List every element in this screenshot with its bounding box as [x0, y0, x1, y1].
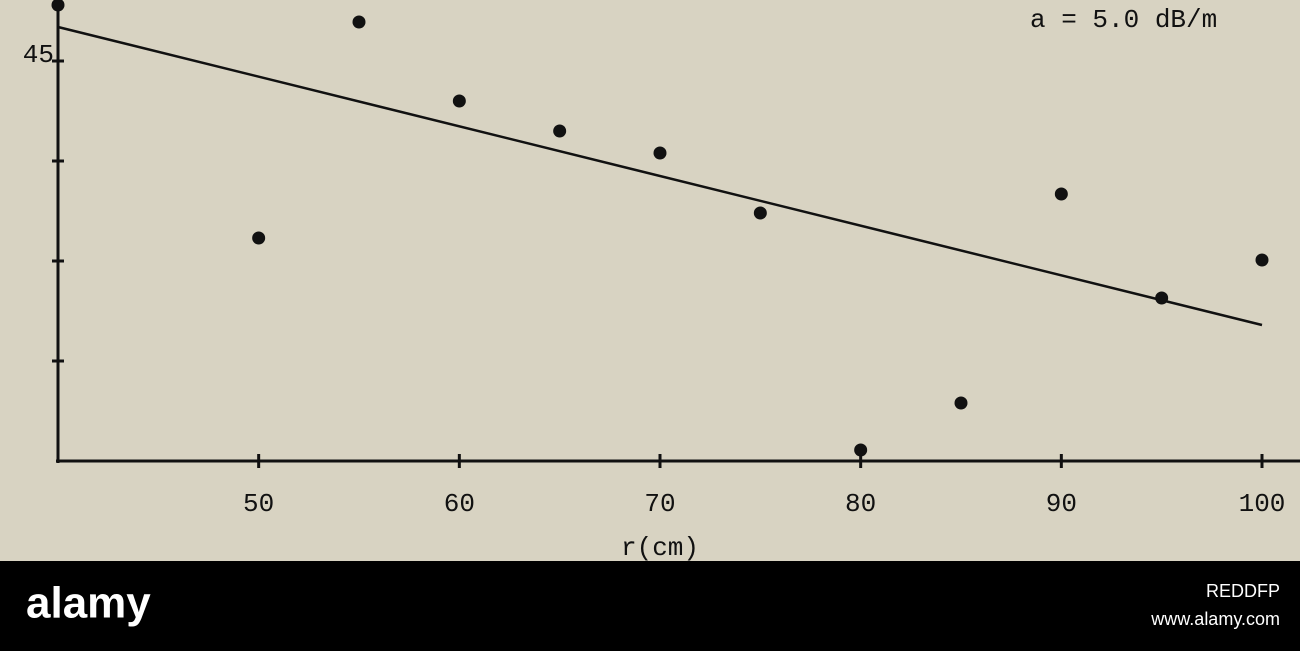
- x-tick-label: 90: [1046, 489, 1077, 519]
- annotation: a = 5.0 dB/m: [1030, 5, 1217, 35]
- x-tick-label: 100: [1239, 489, 1286, 519]
- data-point: [653, 146, 667, 160]
- fit-line: [57, 25, 1263, 327]
- x-axis-label: r(cm): [621, 533, 699, 563]
- watermark-bar: [0, 561, 1300, 651]
- watermark-url: www.alamy.com: [1150, 609, 1280, 629]
- x-tick-label: 70: [644, 489, 675, 519]
- x-tick-label: 80: [845, 489, 876, 519]
- data-point: [854, 443, 868, 457]
- x-tick-label: 50: [243, 489, 274, 519]
- y-tick-label: 45: [23, 40, 54, 70]
- data-point: [452, 94, 466, 108]
- data-point: [252, 231, 266, 245]
- data-point: [1155, 291, 1169, 305]
- data-point: [352, 15, 366, 29]
- data-point: [1255, 253, 1269, 267]
- plot-background: [0, 0, 1300, 561]
- data-point: [51, 0, 65, 12]
- watermark-id: REDDFP: [1206, 581, 1280, 601]
- x-tick-label: 60: [444, 489, 475, 519]
- watermark-logo: alamy: [26, 579, 151, 628]
- data-point: [954, 396, 968, 410]
- data-point: [553, 124, 567, 138]
- data-point: [1054, 187, 1068, 201]
- data-point: [753, 206, 767, 220]
